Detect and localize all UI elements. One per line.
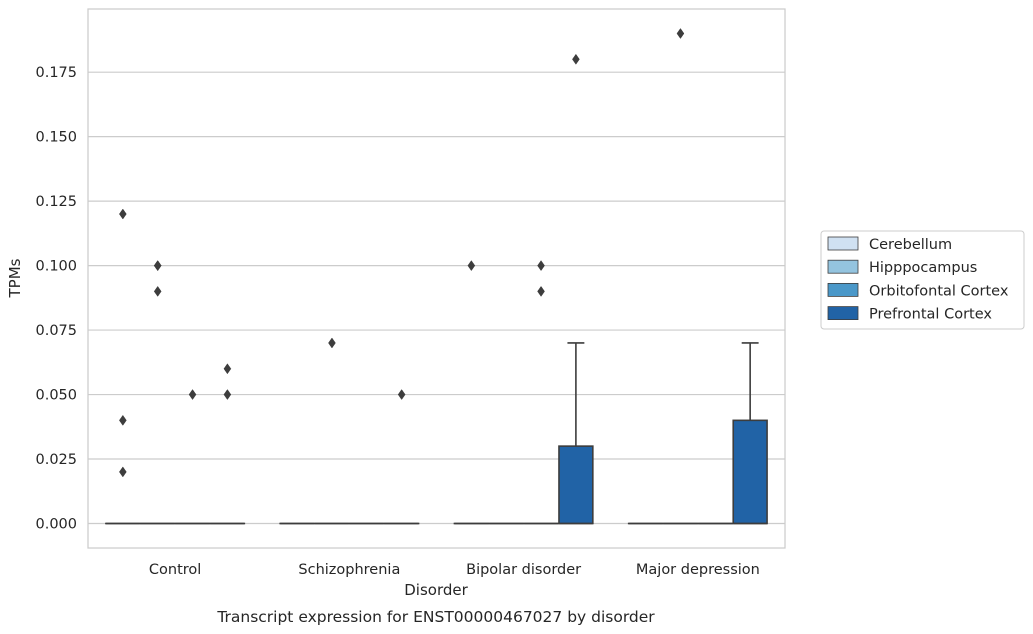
legend-swatch [827,259,859,274]
outlier-point [537,285,545,297]
y-tick-label: 0.125 [35,194,77,210]
outlier-point [328,337,336,349]
x-tick-label: Schizophrenia [298,562,400,578]
outliers-layer [119,28,685,478]
grid-layer [88,71,785,525]
outlier-point [119,208,127,220]
x-tick-label: Bipolar disorder [466,562,581,578]
legend-swatch [827,306,859,321]
outlier-point [467,260,476,272]
chart-caption: Transcript expression for ENST0000046702… [216,608,655,626]
y-tick-label: 0.100 [35,259,77,275]
outlier-point [223,389,232,400]
legend-swatch [827,236,859,251]
y-tick-labels: 0.000 0.025 0.050 0.075 0.100 0.125 0.150 0.175 [35,65,77,532]
y-axis-label: TPMs [6,258,24,298]
plot-frame [87,8,786,549]
x-axis-label: Disorder [404,581,468,599]
x-tick-label: Major depression [636,562,760,578]
y-tick-label: 0.075 [35,323,77,339]
outlier-point [119,466,127,478]
box [732,419,768,525]
legend-swatch [827,282,859,297]
y-tick-label: 0.175 [35,65,77,81]
outlier-point [188,389,197,400]
legend-label: Prefrontal Cortex [869,307,992,323]
legend-label: Hipppocampus [869,260,977,276]
y-tick-label: 0.050 [35,388,77,404]
y-tick-label: 0.025 [35,452,77,468]
x-tick-labels: Control Schizophrenia Bipolar disorder Majo… [149,562,760,578]
outlier-point [119,414,127,426]
outlier-point [153,260,162,272]
legend-frame [820,230,1025,330]
boxes-layer [105,342,768,525]
y-tick-label: 0.000 [35,517,77,533]
legend-label: Cerebellum [869,237,952,253]
x-tick-label: Control [149,562,201,578]
legend: Cerebellum Hipppocampus Orbitofontal Corte… [820,230,1025,330]
box [558,445,594,525]
y-tick-label: 0.150 [35,130,77,146]
outlier-point [676,28,685,39]
outlier-point [153,285,162,297]
outlier-point [397,389,406,400]
legend-label: Orbitofontal Cortex [869,283,1009,299]
outlier-point [537,260,545,272]
outlier-point [223,363,232,375]
outlier-point [572,53,580,65]
